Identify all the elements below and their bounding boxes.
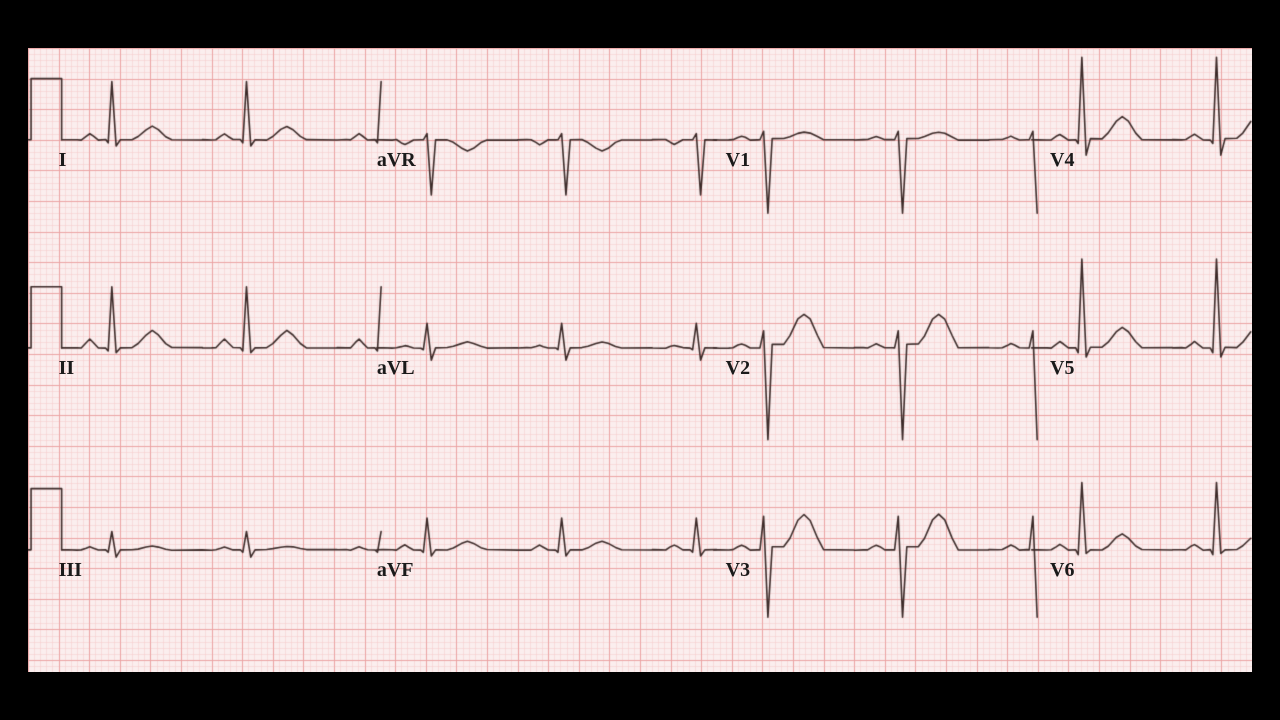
ecg-paper: IaVR V1 V4 II aVL V2 V5 III aVF V3 V6 — [28, 48, 1252, 672]
lead-label-I: I — [59, 149, 67, 172]
lead-label-II: II — [59, 357, 75, 380]
lead-label-III: III — [59, 559, 82, 582]
lead-label-V4: V4 — [1050, 149, 1074, 172]
lead-label-aVF: aVF — [377, 559, 414, 582]
lead-label-V3: V3 — [726, 559, 750, 582]
lead-label-V5: V5 — [1050, 357, 1074, 380]
lead-label-V2: V2 — [726, 357, 750, 380]
lead-label-V1: V1 — [726, 149, 750, 172]
lead-label-V6: V6 — [1050, 559, 1074, 582]
lead-label-aVR: aVR — [377, 149, 416, 172]
lead-label-aVL: aVL — [377, 357, 415, 380]
